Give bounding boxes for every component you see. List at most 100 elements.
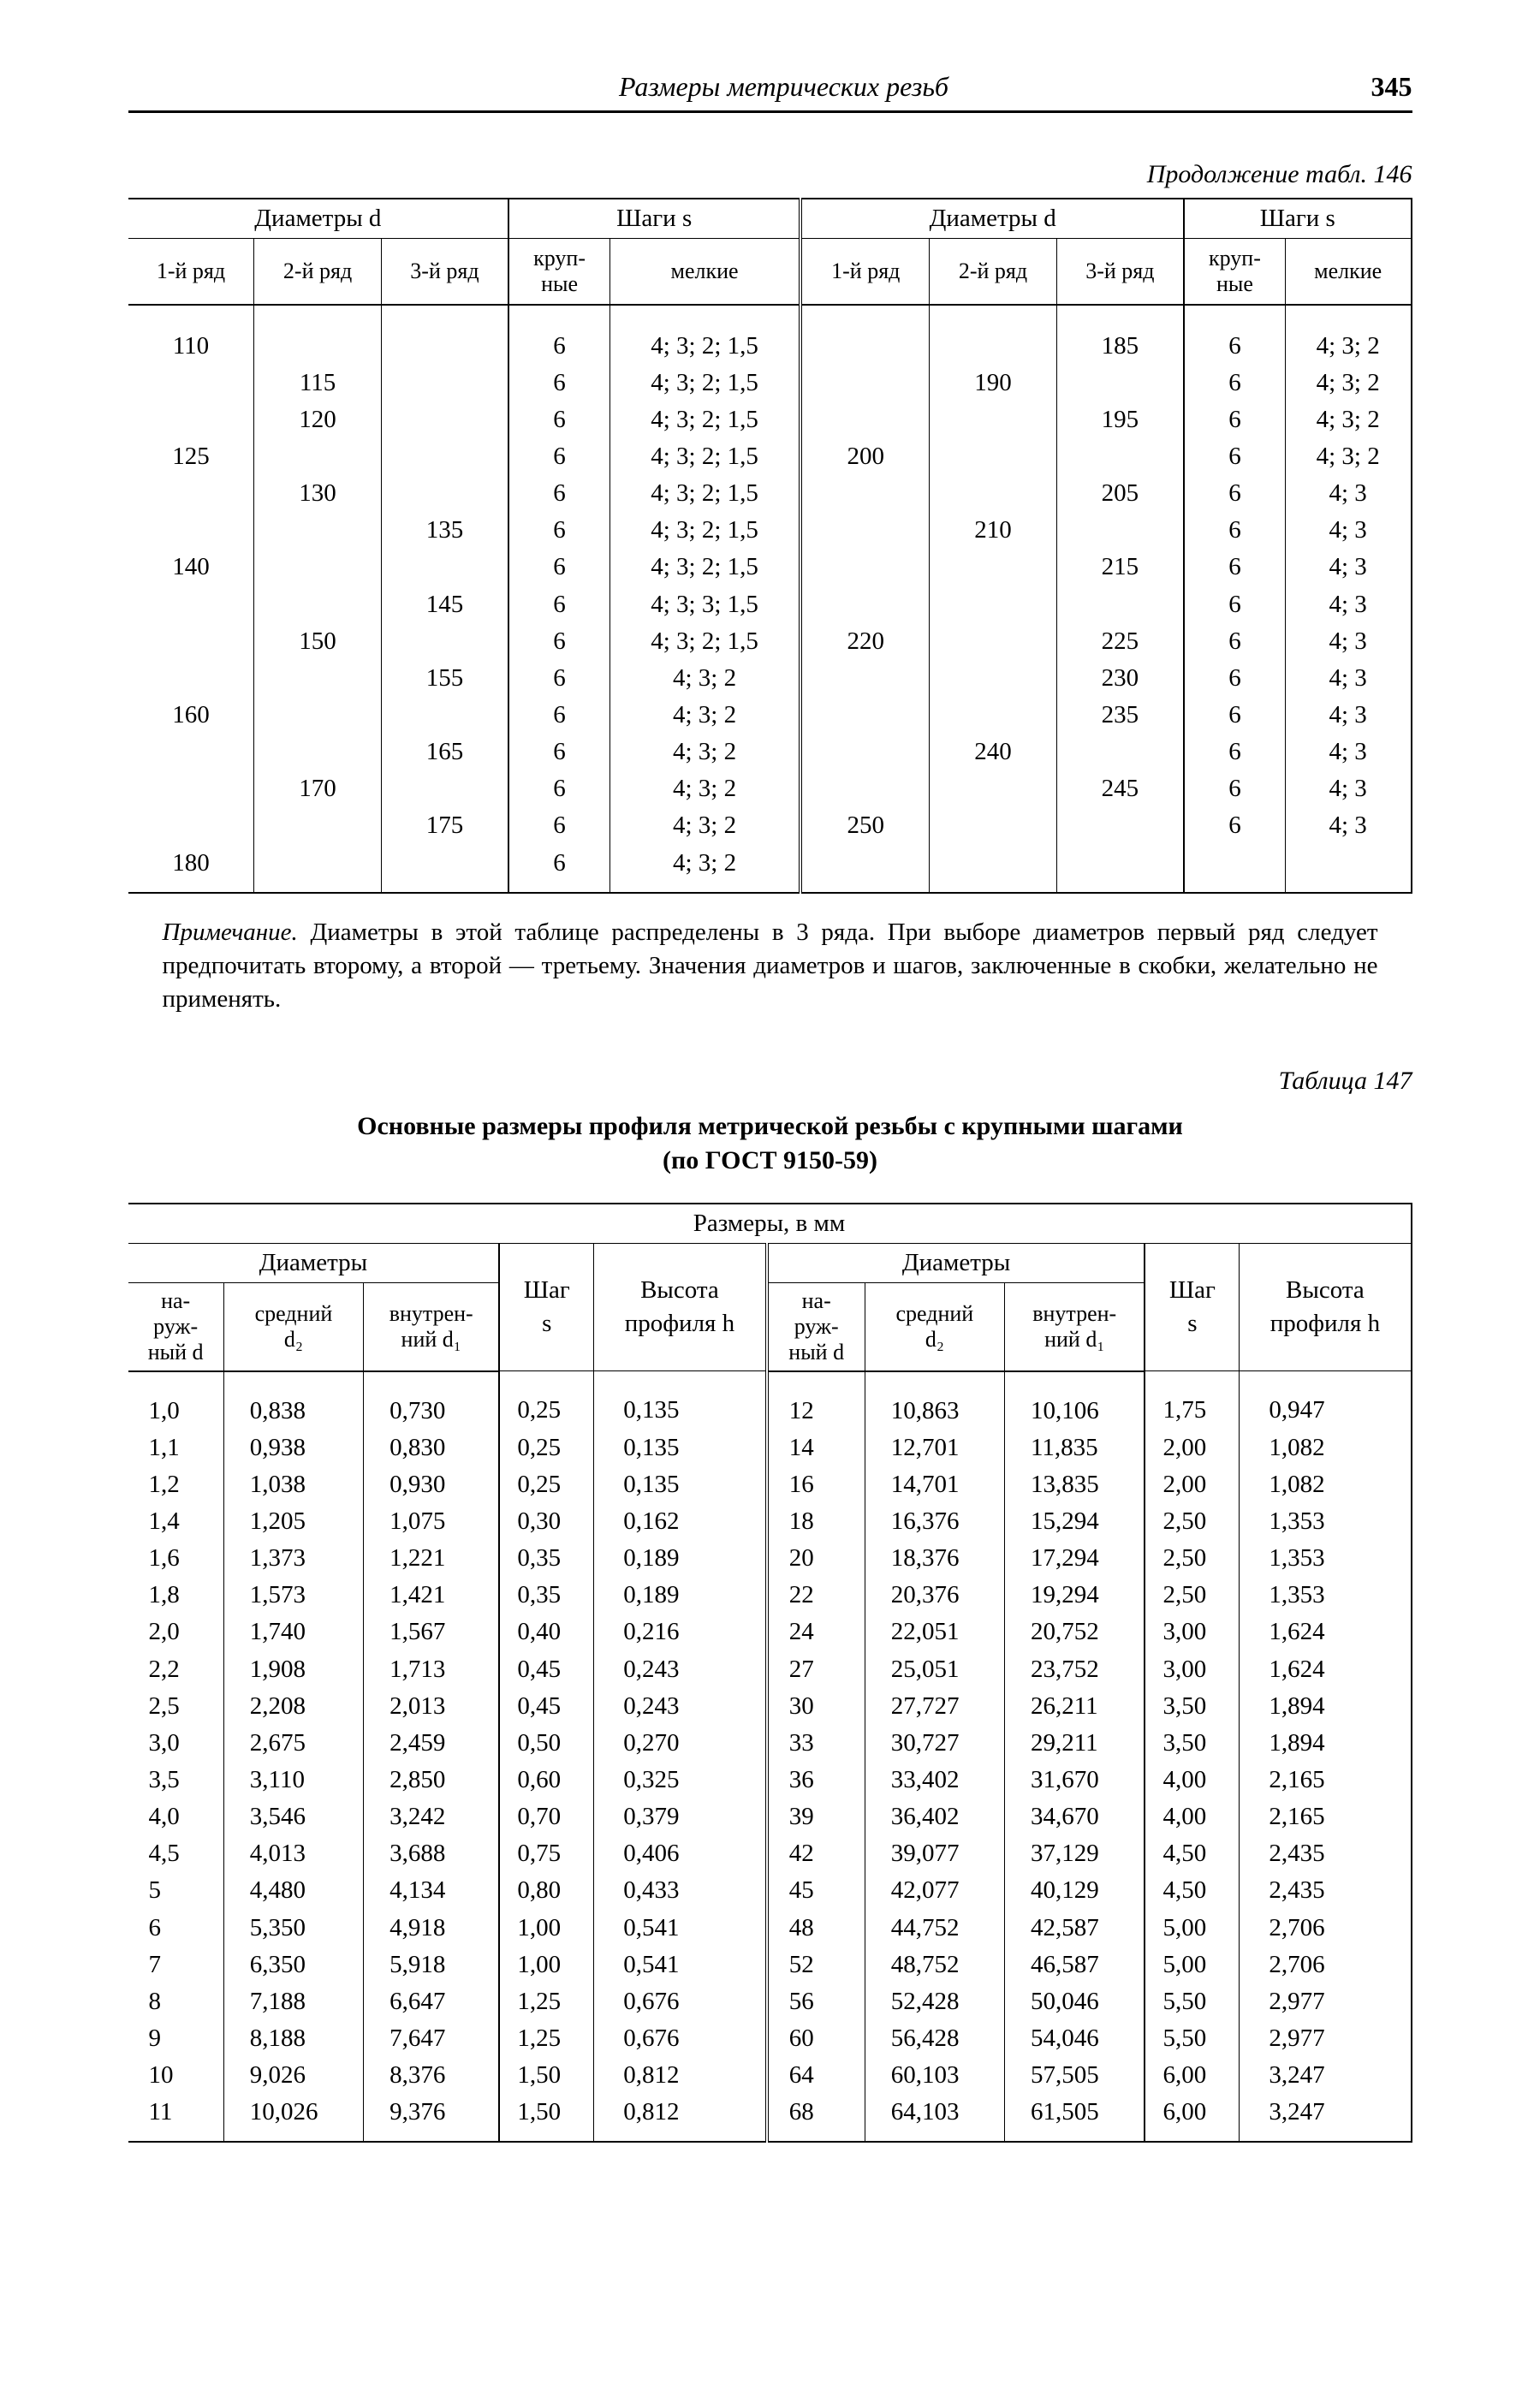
table-cell: 130 [254, 475, 381, 512]
table-cell: 2,165 [1240, 1762, 1412, 1798]
table-cell: 4; 3 [1285, 623, 1411, 660]
table-cell: 6 [508, 305, 609, 365]
table-cell: 3,247 [1240, 2057, 1412, 2094]
table-cell: 27 [767, 1651, 865, 1688]
table-cell: 6 [1184, 770, 1285, 807]
table-cell: 0,433 [594, 1872, 767, 1909]
table-cell: 1,6 [128, 1540, 224, 1577]
table-cell: 5 [128, 1872, 224, 1909]
table-cell: 6 [508, 623, 609, 660]
table-cell: 20,376 [865, 1577, 1004, 1614]
table-cell: 210 [930, 512, 1056, 549]
table-cell [930, 660, 1056, 697]
table-cell: 1,082 [1240, 1430, 1412, 1466]
table-cell [930, 807, 1056, 844]
table-cell: 6,647 [364, 1983, 500, 2020]
table-cell: 6 [1184, 401, 1285, 438]
table-cell: 4,00 [1145, 1798, 1239, 1835]
table-cell: 8 [128, 1983, 224, 2020]
table-cell: 1,00 [499, 1910, 593, 1947]
table-cell: 40,129 [1005, 1872, 1145, 1909]
table-cell: 240 [930, 734, 1056, 770]
table-cell: 22,051 [865, 1614, 1004, 1650]
table-cell: 2,435 [1240, 1835, 1412, 1872]
table-cell: 3,688 [364, 1835, 500, 1872]
table-cell: 3,5 [128, 1762, 224, 1798]
table-cell: 60 [767, 2020, 865, 2057]
table-cell: 64 [767, 2057, 865, 2094]
table-cell: 4; 3 [1285, 807, 1411, 844]
table-cell: 2,459 [364, 1725, 500, 1762]
table-cell: 7,647 [364, 2020, 500, 2057]
table-cell: 22 [767, 1577, 865, 1614]
table-cell: 13,835 [1005, 1466, 1145, 1503]
table-cell: 2,850 [364, 1762, 500, 1798]
table-cell: 44,752 [865, 1910, 1004, 1947]
page-header: Размеры метрических резьб 345 [128, 68, 1412, 113]
t147-col-d-r: на- руж- ный d [767, 1282, 865, 1370]
table-cell: 12 [767, 1371, 865, 1430]
table-cell: 4; 3; 2 [609, 807, 800, 844]
table-cell: 6,00 [1145, 2094, 1239, 2142]
t147-col-d-l: на- руж- ный d [128, 1282, 224, 1370]
table-cell: 4; 3; 3; 1,5 [609, 586, 800, 623]
table-cell [254, 512, 381, 549]
table-cell: 10,026 [223, 2094, 363, 2142]
table-cell: 0,135 [594, 1371, 767, 1430]
table-cell: 3,247 [1240, 2094, 1412, 2142]
table-cell: 225 [1056, 623, 1184, 660]
table-cell: 215 [1056, 549, 1184, 586]
table-cell: 0,135 [594, 1466, 767, 1503]
table-cell: 2,00 [1145, 1430, 1239, 1466]
table-cell: 0,30 [499, 1503, 593, 1540]
table-cell: 2,2 [128, 1651, 224, 1688]
table-cell: 0,25 [499, 1371, 593, 1430]
note-lead: Примечание. [163, 919, 298, 946]
table-cell [800, 734, 930, 770]
t147-col-d2-l: средний d₂ [223, 1282, 363, 1370]
table-cell: 1,894 [1240, 1725, 1412, 1762]
table-cell: 10,863 [865, 1371, 1004, 1430]
table-cell: 4; 3; 2; 1,5 [609, 365, 800, 401]
table-cell: 1,421 [364, 1577, 500, 1614]
t147-col-s-r: Шаг s [1145, 1243, 1239, 1370]
table-cell: 27,727 [865, 1688, 1004, 1725]
table-cell: 135 [381, 512, 508, 549]
table-cell: 42,587 [1005, 1910, 1145, 1947]
table-cell: 33 [767, 1725, 865, 1762]
table-cell: 4; 3; 2; 1,5 [609, 549, 800, 586]
table-cell: 1,0 [128, 1371, 224, 1430]
table-cell: 34,670 [1005, 1798, 1145, 1835]
table-cell: 4,50 [1145, 1872, 1239, 1909]
table-cell [800, 586, 930, 623]
table-cell: 4; 3; 2 [609, 660, 800, 697]
table-cell: 0,70 [499, 1798, 593, 1835]
table-cell [930, 586, 1056, 623]
table-cell: 30 [767, 1688, 865, 1725]
table-cell: 4; 3; 2 [609, 770, 800, 807]
table146-continuation: Продолжение табл. 146 [128, 158, 1412, 193]
table-cell: 6 [508, 549, 609, 586]
table-cell: 6 [1184, 623, 1285, 660]
table-cell: 46,587 [1005, 1947, 1145, 1983]
table-cell: 0,812 [594, 2057, 767, 2094]
table-cell: 6 [508, 586, 609, 623]
table-cell: 4; 3; 2; 1,5 [609, 438, 800, 475]
table-cell: 0,541 [594, 1947, 767, 1983]
table-cell: 10,106 [1005, 1371, 1145, 1430]
table-cell: 175 [381, 807, 508, 844]
table-cell: 3,546 [223, 1798, 363, 1835]
table-cell [128, 365, 254, 401]
table-cell: 4; 3 [1285, 549, 1411, 586]
table-cell: 230 [1056, 660, 1184, 697]
table-cell: 3,00 [1145, 1651, 1239, 1688]
table-cell [800, 770, 930, 807]
table-cell: 8,376 [364, 2057, 500, 2094]
table-cell: 2,50 [1145, 1540, 1239, 1577]
table-cell: 245 [1056, 770, 1184, 807]
table-cell: 6 [1184, 438, 1285, 475]
table-cell: 1,713 [364, 1651, 500, 1688]
table-cell: 6 [508, 365, 609, 401]
table-cell: 0,379 [594, 1798, 767, 1835]
table-cell: 2,675 [223, 1725, 363, 1762]
